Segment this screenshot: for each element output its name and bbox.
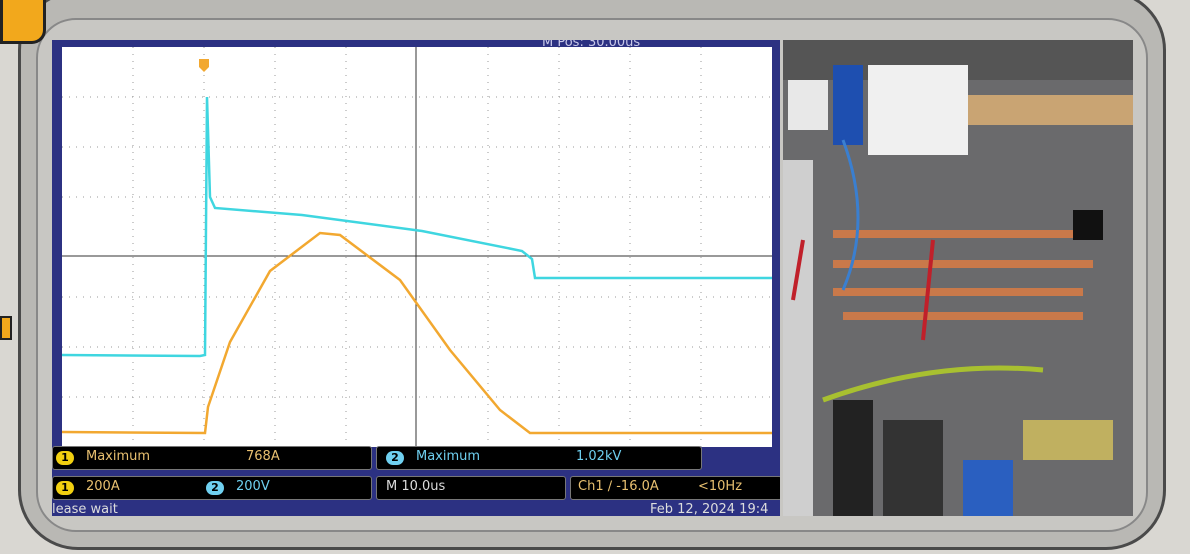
page: M Pos: 30.00us 1 Maximum 768A 2 Maximum …	[0, 0, 1190, 554]
trigger: Ch1 ∕ -16.0A	[578, 479, 659, 494]
frequency: <10Hz	[698, 479, 742, 494]
ch1-scale: 200A	[86, 479, 120, 494]
ch2-scale: 200V	[236, 479, 270, 494]
orange-tab	[0, 0, 46, 44]
ch1-badge: 1	[56, 451, 74, 465]
orange-side	[0, 316, 12, 340]
measure-2-label: Maximum	[416, 449, 480, 464]
status: lease wait	[52, 502, 118, 516]
grid-background	[62, 47, 772, 447]
scope-screen: M Pos: 30.00us 1 Maximum 768A 2 Maximum …	[52, 40, 780, 516]
timestamp: Feb 12, 2024 19:4	[650, 502, 768, 516]
measure-1-value: 768A	[246, 449, 280, 464]
ch1-scale-badge: 1	[56, 481, 74, 495]
ch2-badge: 2	[386, 451, 404, 465]
waveform-area	[62, 47, 772, 447]
measure-2-value: 1.02kV	[576, 449, 621, 464]
timebase: M 10.0us	[386, 479, 445, 494]
cabinet-photo	[783, 40, 1133, 516]
ch2-scale-badge: 2	[206, 481, 224, 495]
measure-1-label: Maximum	[86, 449, 150, 464]
